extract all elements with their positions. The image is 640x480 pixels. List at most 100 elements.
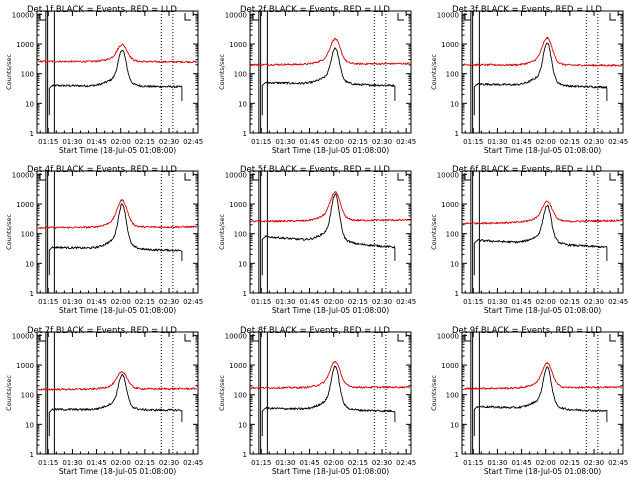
x-axis-label: Start Time (18-Jul-05 01:08:00) [272, 306, 389, 315]
plot-frame [36, 331, 199, 455]
x-tick-label: 02:45 [608, 298, 628, 306]
x-tick-label: 02:30 [584, 298, 604, 306]
x-tick-label: 01:15 [38, 138, 58, 146]
panel-title: Det 8f BLACK = Events, RED = LLD [240, 326, 390, 336]
x-tick-label: 01:30 [487, 138, 507, 146]
x-tick-label: 01:45 [511, 138, 531, 146]
y-tick-label: 1 [243, 451, 247, 459]
y-tick-label: 100 [234, 392, 247, 400]
y-tick-label: 100 [21, 71, 34, 79]
plot-frame [36, 170, 199, 294]
corner-mark [252, 334, 259, 342]
detector-panel: Det 4f BLACK = Events, RED = LLD 1 10 100 10… [5, 165, 203, 315]
y-tick-label: 1 [455, 451, 459, 459]
lld-series-line [250, 360, 410, 390]
y-tick-label: 1000 [441, 362, 459, 370]
y-tick-label: 1000 [229, 41, 247, 49]
x-tick-label: 01:15 [251, 459, 271, 467]
x-tick-label: 01:15 [251, 298, 271, 306]
corner-mark [39, 334, 46, 342]
y-axis-label: Counts/sec [218, 54, 226, 90]
lld-series-line [250, 37, 411, 67]
x-tick-label: 02:15 [348, 298, 368, 306]
corner-mark [184, 173, 191, 181]
y-tick-label: 100 [446, 392, 459, 400]
x-tick-label: 02:00 [324, 138, 344, 146]
y-tick-label: 1000 [441, 201, 459, 209]
y-tick-label: 10 [25, 421, 34, 429]
x-tick-label: 02:45 [608, 459, 628, 467]
x-tick-label: 02:15 [560, 459, 580, 467]
corner-mark [39, 13, 46, 21]
x-tick-label: 02:30 [372, 459, 392, 467]
plot-frame [249, 10, 412, 134]
x-tick-label: 02:45 [183, 459, 203, 467]
x-tick-label: 02:15 [135, 459, 155, 467]
x-axis-label: Start Time (18-Jul-05 01:08:00) [59, 306, 176, 315]
x-axis-label: Start Time (18-Jul-05 01:08:00) [59, 146, 176, 155]
x-axis-label: Start Time (18-Jul-05 01:08:00) [272, 467, 389, 476]
corner-mark [252, 173, 259, 181]
x-tick-label: 02:00 [111, 138, 131, 146]
events-series-line [261, 193, 396, 276]
x-tick-label: 01:30 [62, 459, 82, 467]
x-tick-label: 01:45 [86, 459, 106, 467]
x-tick-label: 02:00 [536, 298, 556, 306]
corner-mark [184, 13, 191, 21]
corner-mark [609, 173, 616, 181]
panel-title: Det 6f BLACK = Events, RED = LLD [452, 165, 602, 175]
y-tick-label: 1 [30, 130, 34, 138]
x-tick-label: 01:15 [463, 459, 483, 467]
y-tick-label: 10000 [437, 11, 459, 19]
y-tick-label: 1000 [16, 362, 34, 370]
detector-panel: Det 3f BLACK = Events, RED = LLD 1 10 100 10… [430, 5, 628, 155]
x-axis-label: Start Time (18-Jul-05 01:08:00) [272, 146, 389, 155]
events-series-line [473, 42, 608, 116]
x-tick-label: 02:45 [396, 298, 416, 306]
y-axis-label: Counts/sec [5, 54, 13, 90]
x-tick-label: 02:15 [135, 138, 155, 146]
y-axis-label: Counts/sec [218, 214, 226, 250]
y-tick-label: 1000 [229, 201, 247, 209]
x-axis-label: Start Time (18-Jul-05 01:08:00) [484, 467, 601, 476]
x-tick-label: 02:30 [159, 138, 179, 146]
x-tick-label: 01:30 [275, 298, 295, 306]
y-tick-label: 10000 [225, 11, 247, 19]
x-tick-label: 01:45 [299, 298, 319, 306]
x-axis-label: Start Time (18-Jul-05 01:08:00) [484, 146, 601, 155]
y-tick-label: 100 [234, 71, 247, 79]
x-tick-label: 01:30 [62, 298, 82, 306]
y-tick-label: 1000 [16, 41, 34, 49]
x-tick-label: 02:30 [372, 298, 392, 306]
y-tick-label: 100 [234, 231, 247, 239]
detector-panel: Det 9f BLACK = Events, RED = LLD 1 10 100 10… [430, 326, 628, 476]
detector-panel: Det 8f BLACK = Events, RED = LLD 1 10 100 10… [218, 326, 416, 476]
x-tick-label: 02:30 [372, 138, 392, 146]
y-axis-label: Counts/sec [430, 54, 438, 90]
corner-mark [464, 173, 471, 181]
panel-title: Det 2f BLACK = Events, RED = LLD [240, 5, 390, 15]
y-tick-label: 10000 [225, 332, 247, 340]
y-tick-label: 1 [30, 451, 34, 459]
y-tick-label: 10000 [437, 171, 459, 179]
events-series-line [473, 204, 608, 276]
y-tick-label: 1 [455, 130, 459, 138]
x-tick-label: 02:15 [348, 138, 368, 146]
corner-mark [609, 334, 616, 342]
events-series-line [48, 374, 183, 437]
panel-title: Det 4f BLACK = Events, RED = LLD [27, 165, 177, 175]
x-tick-label: 02:15 [348, 459, 368, 467]
x-tick-label: 02:00 [536, 138, 556, 146]
y-tick-label: 10 [238, 100, 247, 108]
y-axis-label: Counts/sec [218, 375, 226, 411]
x-tick-label: 02:45 [608, 138, 628, 146]
corner-mark [397, 173, 404, 181]
y-tick-label: 10 [25, 260, 34, 268]
x-tick-label: 01:30 [487, 459, 507, 467]
plot-frame [36, 10, 199, 134]
detector-panel: Det 1f BLACK = Events, RED = LLD 1 10 100 10… [5, 5, 203, 155]
x-tick-label: 01:15 [38, 459, 58, 467]
y-tick-label: 1000 [441, 41, 459, 49]
x-tick-label: 02:00 [111, 298, 131, 306]
lld-series-line [462, 36, 623, 67]
